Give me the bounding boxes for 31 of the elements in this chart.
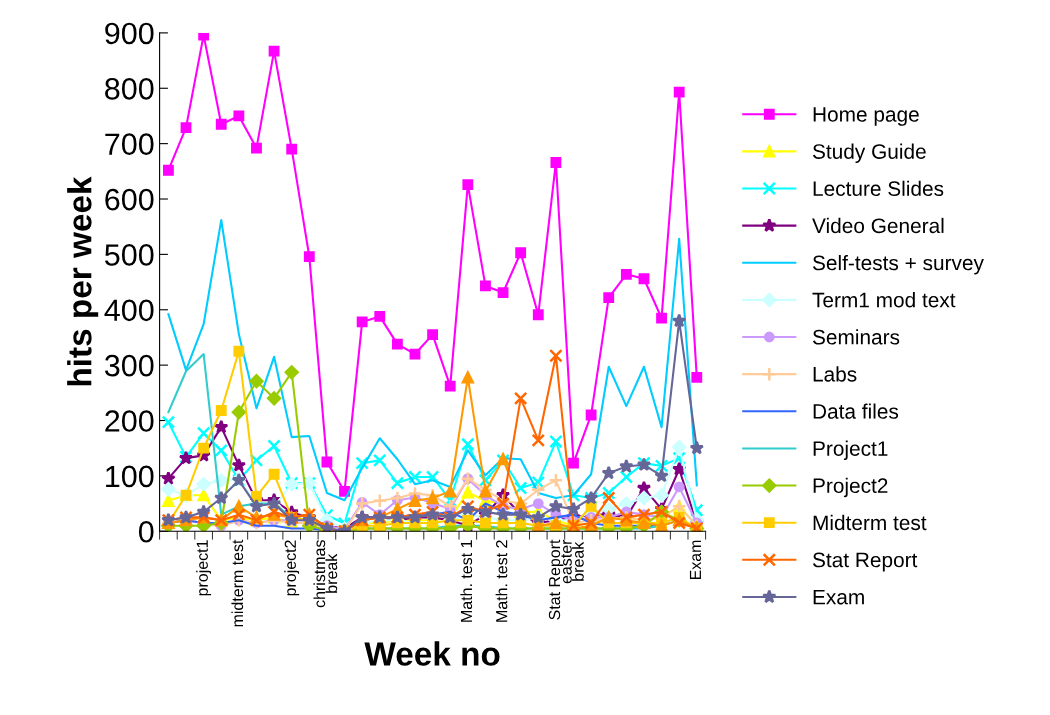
- x-tick-label: christmas break: [313, 540, 338, 608]
- y-tick-label: 600: [105, 188, 154, 211]
- legend-label: Project2: [813, 477, 888, 498]
- legend-label: Self-tests + survey: [812, 254, 984, 275]
- legend-label: Seminars: [812, 329, 900, 345]
- y-axis-title: hits per week: [67, 176, 99, 386]
- y-tick-label: 400: [104, 299, 154, 322]
- y-tick-label: 500: [104, 244, 154, 266]
- y-tick-label: 0: [138, 520, 154, 543]
- legend-label: Midterm test: [813, 514, 927, 531]
- x-tick-label: project2: [284, 540, 300, 596]
- x-tick-label: midterm test: [231, 539, 244, 627]
- legend-label: Labs: [813, 366, 857, 382]
- y-tick-label: 700: [105, 133, 154, 156]
- legend-label: Project1: [813, 440, 888, 461]
- x-axis-title: Week no: [364, 641, 500, 666]
- x-tick-label: Math. test 1: [460, 540, 473, 622]
- y-tick-label: 800: [105, 78, 154, 100]
- legend-label: Term1 mod text: [812, 292, 956, 308]
- legend-label: Lecture Slides: [813, 180, 944, 197]
- legend-label: Home page: [813, 107, 919, 126]
- x-tick-label: Math. test 2: [495, 540, 508, 622]
- legend-label: Study Guide: [812, 143, 926, 163]
- y-tick-label: 200: [105, 410, 154, 432]
- x-tick-label: project1: [196, 540, 212, 596]
- y-tick-label: 100: [106, 465, 154, 488]
- legend-label: Data files: [813, 403, 899, 419]
- legend-label: Video General: [812, 217, 944, 234]
- y-tick-label: 300: [104, 354, 154, 377]
- y-tick-label: 900: [105, 22, 154, 45]
- x-tick-label: Exam: [689, 540, 702, 580]
